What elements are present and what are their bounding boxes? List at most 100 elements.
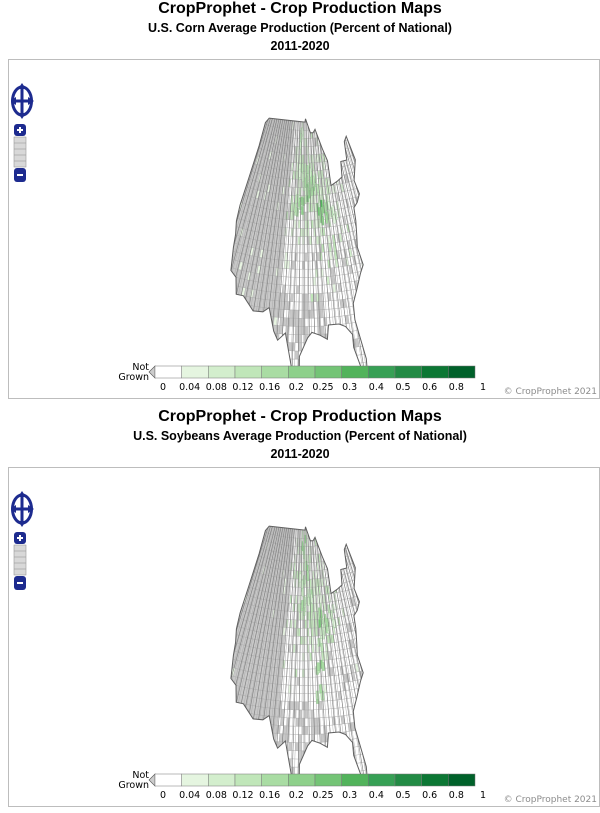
county xyxy=(237,727,243,737)
county xyxy=(333,550,338,560)
county xyxy=(254,314,260,324)
county xyxy=(299,685,303,694)
county xyxy=(364,303,368,313)
zoom-out-icon[interactable] xyxy=(14,168,26,182)
county xyxy=(320,528,324,538)
county xyxy=(311,334,316,343)
county xyxy=(359,687,365,697)
county xyxy=(304,644,308,653)
county xyxy=(385,732,390,741)
county xyxy=(311,118,314,122)
county xyxy=(396,712,401,721)
county xyxy=(340,740,345,749)
county xyxy=(314,742,319,751)
pan-control-icon[interactable] xyxy=(11,83,34,119)
county xyxy=(319,120,322,130)
county xyxy=(335,150,339,160)
county xyxy=(357,178,363,188)
county xyxy=(370,210,375,218)
county xyxy=(292,317,296,327)
county xyxy=(304,628,308,637)
county xyxy=(220,707,225,716)
corn-choropleth[interactable] xyxy=(9,60,599,398)
zoom-slider[interactable] xyxy=(13,136,27,168)
county xyxy=(319,528,322,538)
county xyxy=(291,734,296,743)
zoom-in-icon[interactable] xyxy=(14,532,26,544)
county xyxy=(306,652,310,662)
county xyxy=(362,703,368,713)
corn-map[interactable]: Not Grown 0 0.04 0.08 0.12 0.16 0.2 0.25 0.3 0.4 0… xyxy=(8,59,600,399)
county xyxy=(384,248,389,257)
county xyxy=(372,209,377,218)
county xyxy=(382,266,387,275)
county xyxy=(242,345,248,355)
county xyxy=(260,723,266,733)
county xyxy=(221,333,226,342)
county xyxy=(333,526,337,527)
county xyxy=(294,676,298,686)
county xyxy=(307,309,312,319)
county xyxy=(299,677,303,686)
county xyxy=(372,310,377,319)
county xyxy=(332,757,337,767)
county xyxy=(412,741,418,750)
county xyxy=(373,327,378,336)
county xyxy=(325,526,329,529)
county xyxy=(389,697,394,706)
county xyxy=(389,671,394,680)
county xyxy=(398,728,404,737)
county xyxy=(292,252,296,262)
county xyxy=(377,292,382,301)
zoom-in-icon[interactable] xyxy=(14,124,26,136)
county xyxy=(219,282,224,291)
county xyxy=(390,331,395,340)
county xyxy=(362,328,368,338)
county xyxy=(358,203,364,213)
county xyxy=(230,335,237,345)
county xyxy=(318,350,323,360)
legend-tick-label: 1 xyxy=(479,382,487,393)
county xyxy=(391,696,396,705)
county xyxy=(303,526,305,531)
county xyxy=(380,699,385,708)
county xyxy=(292,709,297,719)
county xyxy=(212,314,217,323)
county xyxy=(213,697,218,706)
county xyxy=(374,743,379,752)
county xyxy=(312,529,315,539)
county xyxy=(219,749,224,758)
county xyxy=(379,649,384,658)
county xyxy=(193,342,199,351)
county xyxy=(384,757,389,766)
county xyxy=(369,752,374,761)
county xyxy=(401,319,407,328)
zoom-out-icon[interactable] xyxy=(14,576,26,590)
county xyxy=(386,290,391,299)
county xyxy=(257,314,263,324)
county xyxy=(275,526,279,528)
zoom-slider[interactable] xyxy=(13,544,27,576)
county xyxy=(292,725,296,735)
map-title: CropProphet - Crop Production Maps xyxy=(158,0,442,17)
county xyxy=(288,733,293,743)
pan-control-icon[interactable] xyxy=(11,491,34,527)
county xyxy=(306,236,310,245)
county xyxy=(268,526,273,534)
county xyxy=(330,160,335,169)
county xyxy=(230,266,231,276)
county xyxy=(225,250,230,259)
county xyxy=(414,349,420,358)
county xyxy=(371,685,376,694)
soybeans-choropleth[interactable] xyxy=(9,468,599,806)
county xyxy=(301,301,306,311)
county xyxy=(218,672,223,681)
county xyxy=(374,335,379,344)
county xyxy=(384,656,389,665)
soybeans-map[interactable]: Not Grown 0 0.04 0.08 0.12 0.16 0.2 0.25 0.3 0.4 0… xyxy=(8,467,600,807)
county xyxy=(381,333,386,342)
county xyxy=(318,120,321,130)
county xyxy=(338,541,343,551)
county xyxy=(304,709,309,719)
county xyxy=(230,692,235,702)
